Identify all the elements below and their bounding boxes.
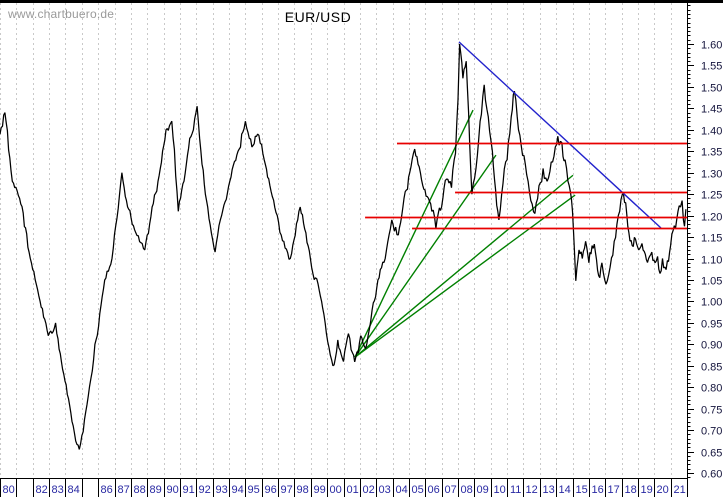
x-tick-label: 15: [576, 484, 588, 496]
y-tick-label: 1.20: [701, 212, 722, 224]
y-tick-label: 0.65: [701, 448, 722, 460]
resistance-lines: [365, 142, 688, 230]
x-tick-label: 80: [3, 484, 15, 496]
x-tick-label: 00: [330, 484, 342, 496]
fan-trendline: [354, 109, 474, 358]
y-tick-label: 1.40: [701, 126, 722, 138]
top-border: [0, 0, 723, 3]
y-axis-labels: 0.60 0.65 0.70 0.75 0.80 0.85 0.90 0.95 1.00 1.05…: [701, 40, 722, 481]
x-tick-label: 10: [494, 484, 506, 496]
y-tick-label: 1.05: [701, 276, 722, 288]
x-tick-label: 18: [625, 484, 637, 496]
x-tick-label: 21: [674, 484, 686, 496]
x-tick-label: 87: [118, 484, 130, 496]
x-tick-label: 16: [592, 484, 604, 496]
x-tick-label: 02: [363, 484, 375, 496]
y-tick-label: 1.55: [701, 61, 722, 73]
price-line: [0, 43, 687, 450]
y-tick-label: 1.50: [701, 83, 722, 95]
y-tick-label: 0.85: [701, 362, 722, 374]
x-tick-label: 08: [461, 484, 473, 496]
fan-trendline: [354, 194, 576, 358]
x-tick-label: 89: [150, 484, 162, 496]
y-tick-label: 1.15: [701, 233, 722, 245]
y-tick-label: 1.60: [701, 40, 722, 52]
x-tick-label: 07: [445, 484, 457, 496]
x-tick-label: 83: [52, 484, 64, 496]
x-tick-label: 97: [281, 484, 293, 496]
watermark: www.chartbuero.de: [8, 7, 115, 21]
x-tick-label: 04: [396, 484, 408, 496]
x-tick-label: 12: [526, 484, 538, 496]
x-tick-label: 03: [379, 484, 391, 496]
x-axis-ticks: [0, 478, 688, 497]
x-tick-label: 95: [248, 484, 260, 496]
x-tick-label: 14: [559, 484, 571, 496]
x-tick-label: 82: [36, 484, 48, 496]
x-tick-label: 86: [101, 484, 113, 496]
fan-trendlines: [354, 109, 576, 358]
x-tick-label: 84: [68, 484, 80, 496]
y-axis-ticks: [687, 5, 694, 478]
y-tick-label: 0.90: [701, 340, 722, 352]
y-tick-label: 0.95: [701, 319, 722, 331]
x-tick-label: 06: [428, 484, 440, 496]
x-tick-label: 93: [216, 484, 228, 496]
y-tick-label: 1.30: [701, 169, 722, 181]
x-tick-label: 88: [134, 484, 146, 496]
y-tick-label: 0.70: [701, 426, 722, 438]
x-tick-label: 17: [608, 484, 620, 496]
x-tick-label: 92: [199, 484, 211, 496]
x-tick-label: 05: [412, 484, 424, 496]
x-tick-label: 20: [657, 484, 669, 496]
x-tick-label: 11: [510, 484, 521, 496]
x-tick-label: 01: [347, 484, 359, 496]
x-tick-label: 13: [543, 484, 555, 496]
fan-trendline: [354, 174, 574, 358]
x-tick-label: 91: [183, 484, 195, 496]
x-tick-label: 09: [477, 484, 489, 496]
fan-trendline: [354, 154, 497, 358]
y-tick-label: 1.00: [701, 297, 722, 309]
x-tick-label: 96: [265, 484, 277, 496]
x-tick-label: 99: [314, 484, 326, 496]
x-axis-labels: 80 82 83 84 86 87 88 89 90 91 92 93 94 95 96 97 98 99 00 01…: [3, 484, 686, 496]
y-tick-label: 1.45: [701, 104, 722, 116]
y-tick-label: 0.60: [701, 469, 722, 481]
x-tick-label: 98: [297, 484, 309, 496]
x-tick-label: 19: [641, 484, 653, 496]
y-tick-label: 1.35: [701, 147, 722, 159]
year-gridlines: [0, 3, 688, 478]
y-tick-label: 0.75: [701, 405, 722, 417]
x-tick-label: 90: [167, 484, 179, 496]
y-tick-label: 1.10: [701, 255, 722, 267]
x-tick-label: 94: [232, 484, 244, 496]
y-tick-label: 1.25: [701, 190, 722, 202]
downtrend-line: [458, 41, 662, 229]
y-tick-label: 0.80: [701, 383, 722, 395]
chart-title: EUR/USD: [284, 9, 352, 25]
